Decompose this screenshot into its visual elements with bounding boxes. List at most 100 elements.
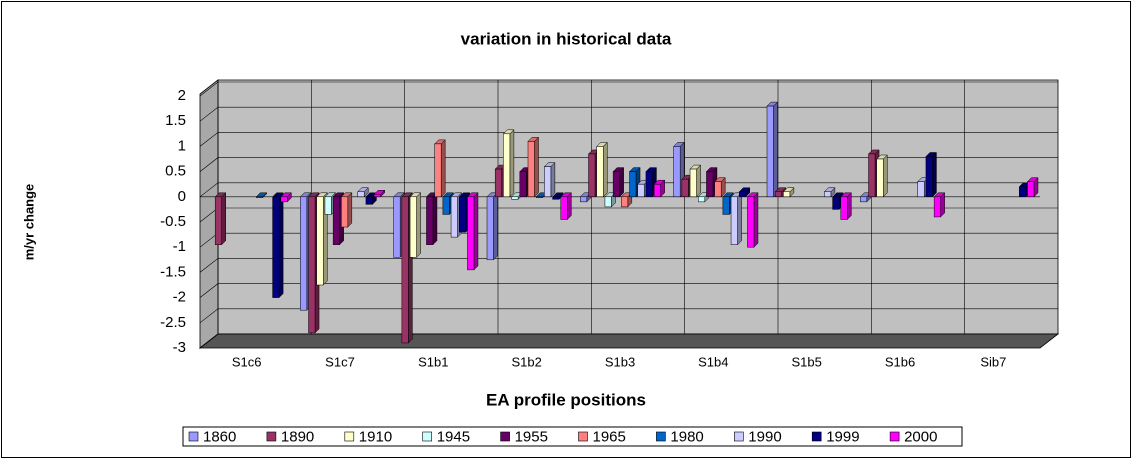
bar	[714, 177, 726, 198]
x-tick-label: S1c7	[325, 354, 355, 369]
legend-label: 1860	[203, 428, 236, 445]
bar	[486, 192, 499, 261]
bar-front	[689, 168, 697, 198]
bar-front	[316, 196, 324, 286]
bar	[766, 101, 779, 198]
bar-side	[619, 166, 624, 198]
bar	[604, 192, 617, 208]
y-tick-label: 2	[178, 87, 186, 104]
y-tick-label: -0.5	[160, 213, 186, 230]
floor	[198, 333, 1060, 349]
bar-front	[747, 196, 755, 248]
bar-front	[280, 196, 288, 203]
bar-front	[868, 153, 876, 198]
bar-front	[933, 196, 941, 218]
bar-front	[459, 196, 467, 233]
bar	[653, 179, 666, 198]
bar-front	[925, 156, 933, 198]
x-tick-label: S1b4	[698, 354, 728, 369]
bar	[730, 192, 743, 246]
bar	[925, 151, 938, 198]
bar-front	[255, 196, 263, 198]
bar-front	[604, 196, 612, 208]
bar	[466, 192, 479, 271]
bar-front	[272, 196, 280, 298]
x-tick-label: S1b2	[511, 354, 541, 369]
bar-front	[434, 143, 442, 198]
bar-front	[783, 191, 791, 198]
x-axis-label: EA profile positions	[486, 390, 646, 409]
bar-front	[612, 171, 620, 198]
bar-front	[560, 196, 568, 220]
bar-front	[357, 191, 365, 198]
bar	[560, 192, 572, 221]
bar-side	[473, 192, 479, 271]
bar-side	[221, 192, 226, 246]
bar	[425, 192, 438, 246]
bar	[271, 192, 284, 299]
bar-front	[706, 171, 714, 198]
legend-swatch	[500, 431, 510, 442]
x-tick-label: S1b3	[605, 354, 635, 369]
bar	[316, 192, 328, 286]
legend-swatch	[656, 431, 666, 442]
bar	[933, 192, 946, 218]
bar-front	[645, 171, 653, 198]
legend-label: 1910	[359, 428, 392, 445]
bar-front	[681, 178, 689, 198]
bar	[840, 192, 852, 221]
bar-front	[698, 196, 706, 203]
bar	[373, 189, 386, 198]
bar	[823, 187, 836, 198]
legend-label: 1980	[670, 428, 703, 445]
bar-side	[602, 141, 608, 198]
bar-front	[442, 196, 450, 215]
x-tick-label: S1b5	[791, 354, 821, 369]
y-tick-label: -1.5	[160, 263, 186, 280]
bar-side	[278, 192, 284, 299]
bar-front	[580, 196, 588, 203]
bar	[738, 187, 751, 198]
bar-front	[774, 191, 782, 198]
bar-front	[653, 183, 661, 198]
bar	[876, 154, 888, 198]
bar-side	[509, 129, 515, 198]
bar-side	[882, 154, 888, 198]
bar-front	[596, 146, 604, 198]
bar-front	[673, 146, 681, 198]
legend-label: 1965	[593, 428, 626, 445]
legend-swatch	[811, 431, 822, 442]
bar	[1026, 177, 1039, 198]
bar-front	[401, 196, 409, 344]
bar-front	[629, 171, 637, 198]
y-axis-label: m/yr change	[21, 184, 36, 261]
y-tick-label: 0	[178, 188, 186, 205]
y-tick-label: -1	[173, 238, 186, 255]
bar-front	[860, 196, 868, 203]
bar-side	[432, 192, 438, 246]
legend-swatch	[578, 431, 588, 442]
bar-front	[519, 171, 527, 198]
legend-label: 2000	[904, 428, 937, 445]
y-tick-label: -2.5	[160, 314, 186, 331]
bar	[612, 166, 625, 198]
bar-side	[753, 192, 759, 248]
bar-side	[567, 192, 572, 221]
bar-front	[1027, 181, 1035, 198]
bar-side	[347, 192, 353, 228]
legend-swatch	[188, 431, 199, 442]
bar-front	[365, 196, 373, 205]
bar-front	[511, 196, 519, 200]
bar-front	[588, 153, 596, 198]
legend-swatch	[266, 431, 277, 442]
bar-front	[739, 191, 747, 198]
bar	[502, 129, 515, 198]
bar-front	[832, 196, 840, 210]
bar-front	[467, 196, 475, 271]
bar	[255, 192, 268, 199]
x-tick-label: S1c6	[232, 354, 262, 369]
bar-front	[426, 196, 434, 245]
legend-swatch	[344, 431, 355, 442]
bar-front	[409, 196, 417, 258]
bar	[214, 192, 227, 246]
